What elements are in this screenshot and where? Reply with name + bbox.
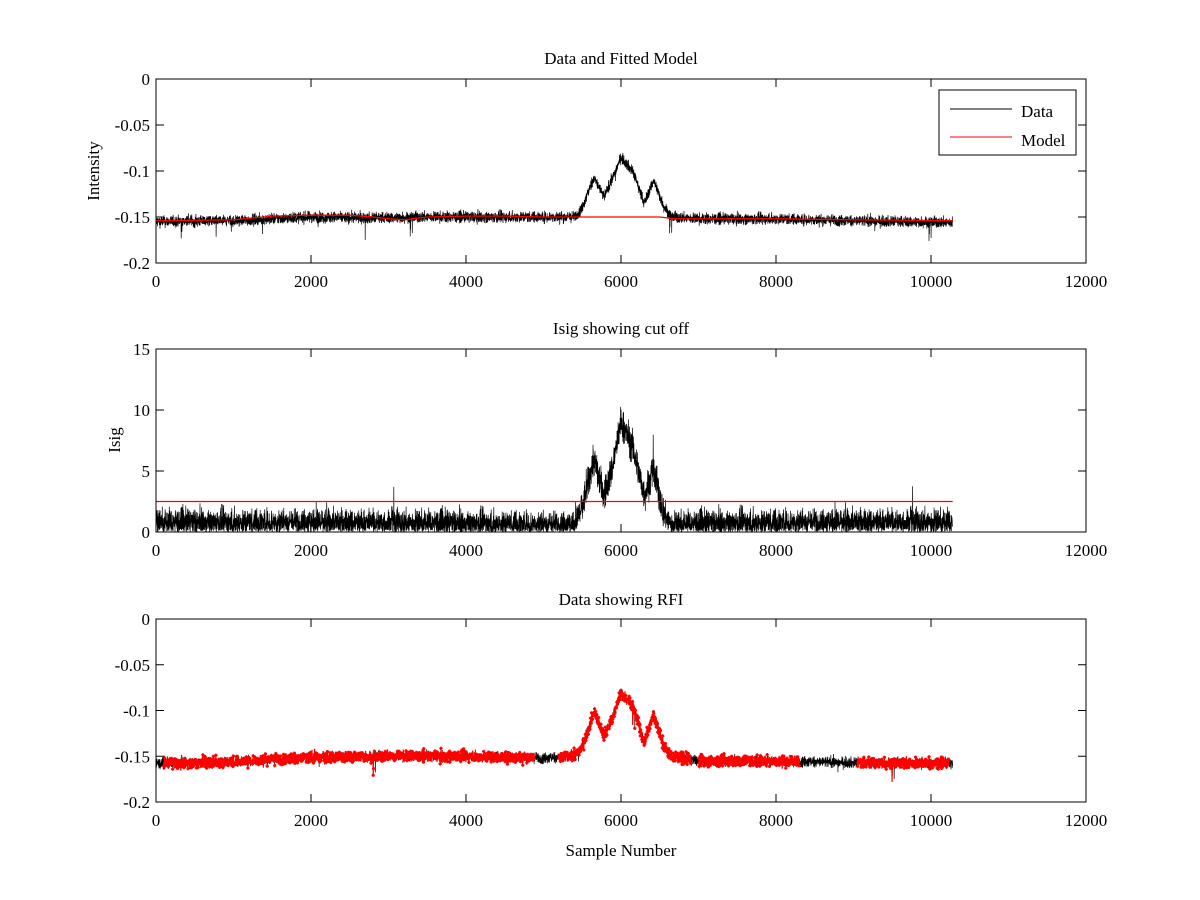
- panel-3-title: Data showing RFI: [559, 590, 684, 609]
- x-tick-label: 10000: [910, 811, 953, 830]
- panel-3-xlabel: Sample Number: [566, 841, 677, 860]
- panel-3: Data showing RFI Sample Number 0 2000 4000…: [115, 590, 1108, 860]
- y-tick-label: -0.2: [123, 793, 150, 812]
- x-tick-label: 0: [152, 272, 161, 291]
- panel-1-title: Data and Fitted Model: [544, 49, 698, 68]
- panel-1-ylabel: Intensity: [84, 141, 103, 201]
- y-tick-label: -0.15: [115, 208, 150, 227]
- x-tick-label: 6000: [604, 541, 638, 560]
- x-tick-label: 6000: [604, 811, 638, 830]
- panel-2-series-layer: [155, 406, 953, 533]
- panel-2-plot-area: 0 2000 4000 6000 8000 10000 12000 0 5 10 15: [133, 340, 1107, 560]
- panel-2-series-isig: [155, 406, 953, 533]
- y-tick-label: 0: [142, 610, 151, 629]
- x-tick-label: 2000: [294, 811, 328, 830]
- x-tick-label: 10000: [910, 272, 953, 291]
- panel-1-ticks: 0 2000 4000 6000 8000 10000 12000 -0.2 -0.15 -0.1…: [115, 70, 1108, 291]
- legend-box: [938, 89, 1077, 156]
- x-tick-label: 12000: [1065, 811, 1108, 830]
- y-tick-label: -0.2: [123, 254, 150, 273]
- panel-3-rfi-markers: [162, 688, 951, 782]
- x-tick-label: 12000: [1065, 541, 1108, 560]
- panel-2-ylabel: Isig: [105, 427, 124, 453]
- panel-1: Data and Fitted Model Intensity 0 2000 400…: [84, 49, 1107, 291]
- x-tick-label: 0: [152, 541, 161, 560]
- x-tick-label: 10000: [910, 541, 953, 560]
- x-tick-label: 8000: [759, 541, 793, 560]
- y-tick-label: 0: [142, 523, 151, 542]
- y-tick-label: 15: [133, 340, 150, 359]
- x-tick-label: 4000: [449, 811, 483, 830]
- y-tick-label: 10: [133, 401, 150, 420]
- panel-2-ticks: 0 2000 4000 6000 8000 10000 12000 0 5 10 15: [133, 340, 1107, 560]
- panel-3-plot-area: 0 2000 4000 6000 8000 10000 12000 -0.2 -0.15 -0.1…: [115, 610, 1108, 830]
- panel-1-plot-area: 0 2000 4000 6000 8000 10000 12000 -0.2 -0.15 -0.1…: [115, 70, 1108, 291]
- y-tick-label: 0: [142, 70, 151, 89]
- y-tick-label: -0.05: [115, 656, 150, 675]
- y-tick-label: -0.05: [115, 116, 150, 135]
- x-tick-label: 2000: [294, 272, 328, 291]
- y-tick-label: -0.1: [123, 162, 150, 181]
- x-tick-label: 8000: [759, 272, 793, 291]
- x-tick-label: 8000: [759, 811, 793, 830]
- rfi-marker-set: [162, 688, 951, 777]
- panel-3-ticks: 0 2000 4000 6000 8000 10000 12000 -0.2 -0.15 -0.1…: [115, 610, 1108, 830]
- panel-1-series-layer: [155, 152, 953, 242]
- panel-1-series-model: [155, 214, 953, 222]
- x-tick-label: 0: [152, 811, 161, 830]
- panel-2-title: Isig showing cut off: [553, 319, 689, 338]
- x-tick-label: 4000: [449, 541, 483, 560]
- legend-model-label: Model: [1021, 131, 1066, 150]
- x-tick-label: 12000: [1065, 272, 1108, 291]
- x-tick-label: 4000: [449, 272, 483, 291]
- panel-3-series-layer: [155, 688, 953, 782]
- legend-data-label: Data: [1021, 102, 1054, 121]
- y-tick-label: 5: [142, 462, 151, 481]
- panel-1-legend: Data Model: [938, 89, 1077, 156]
- x-tick-label: 2000: [294, 541, 328, 560]
- panel-2: Isig showing cut off Isig 0 2000 4000 6000 8…: [105, 319, 1107, 560]
- y-tick-label: -0.1: [123, 702, 150, 721]
- y-tick-label: -0.15: [115, 747, 150, 766]
- x-tick-label: 6000: [604, 272, 638, 291]
